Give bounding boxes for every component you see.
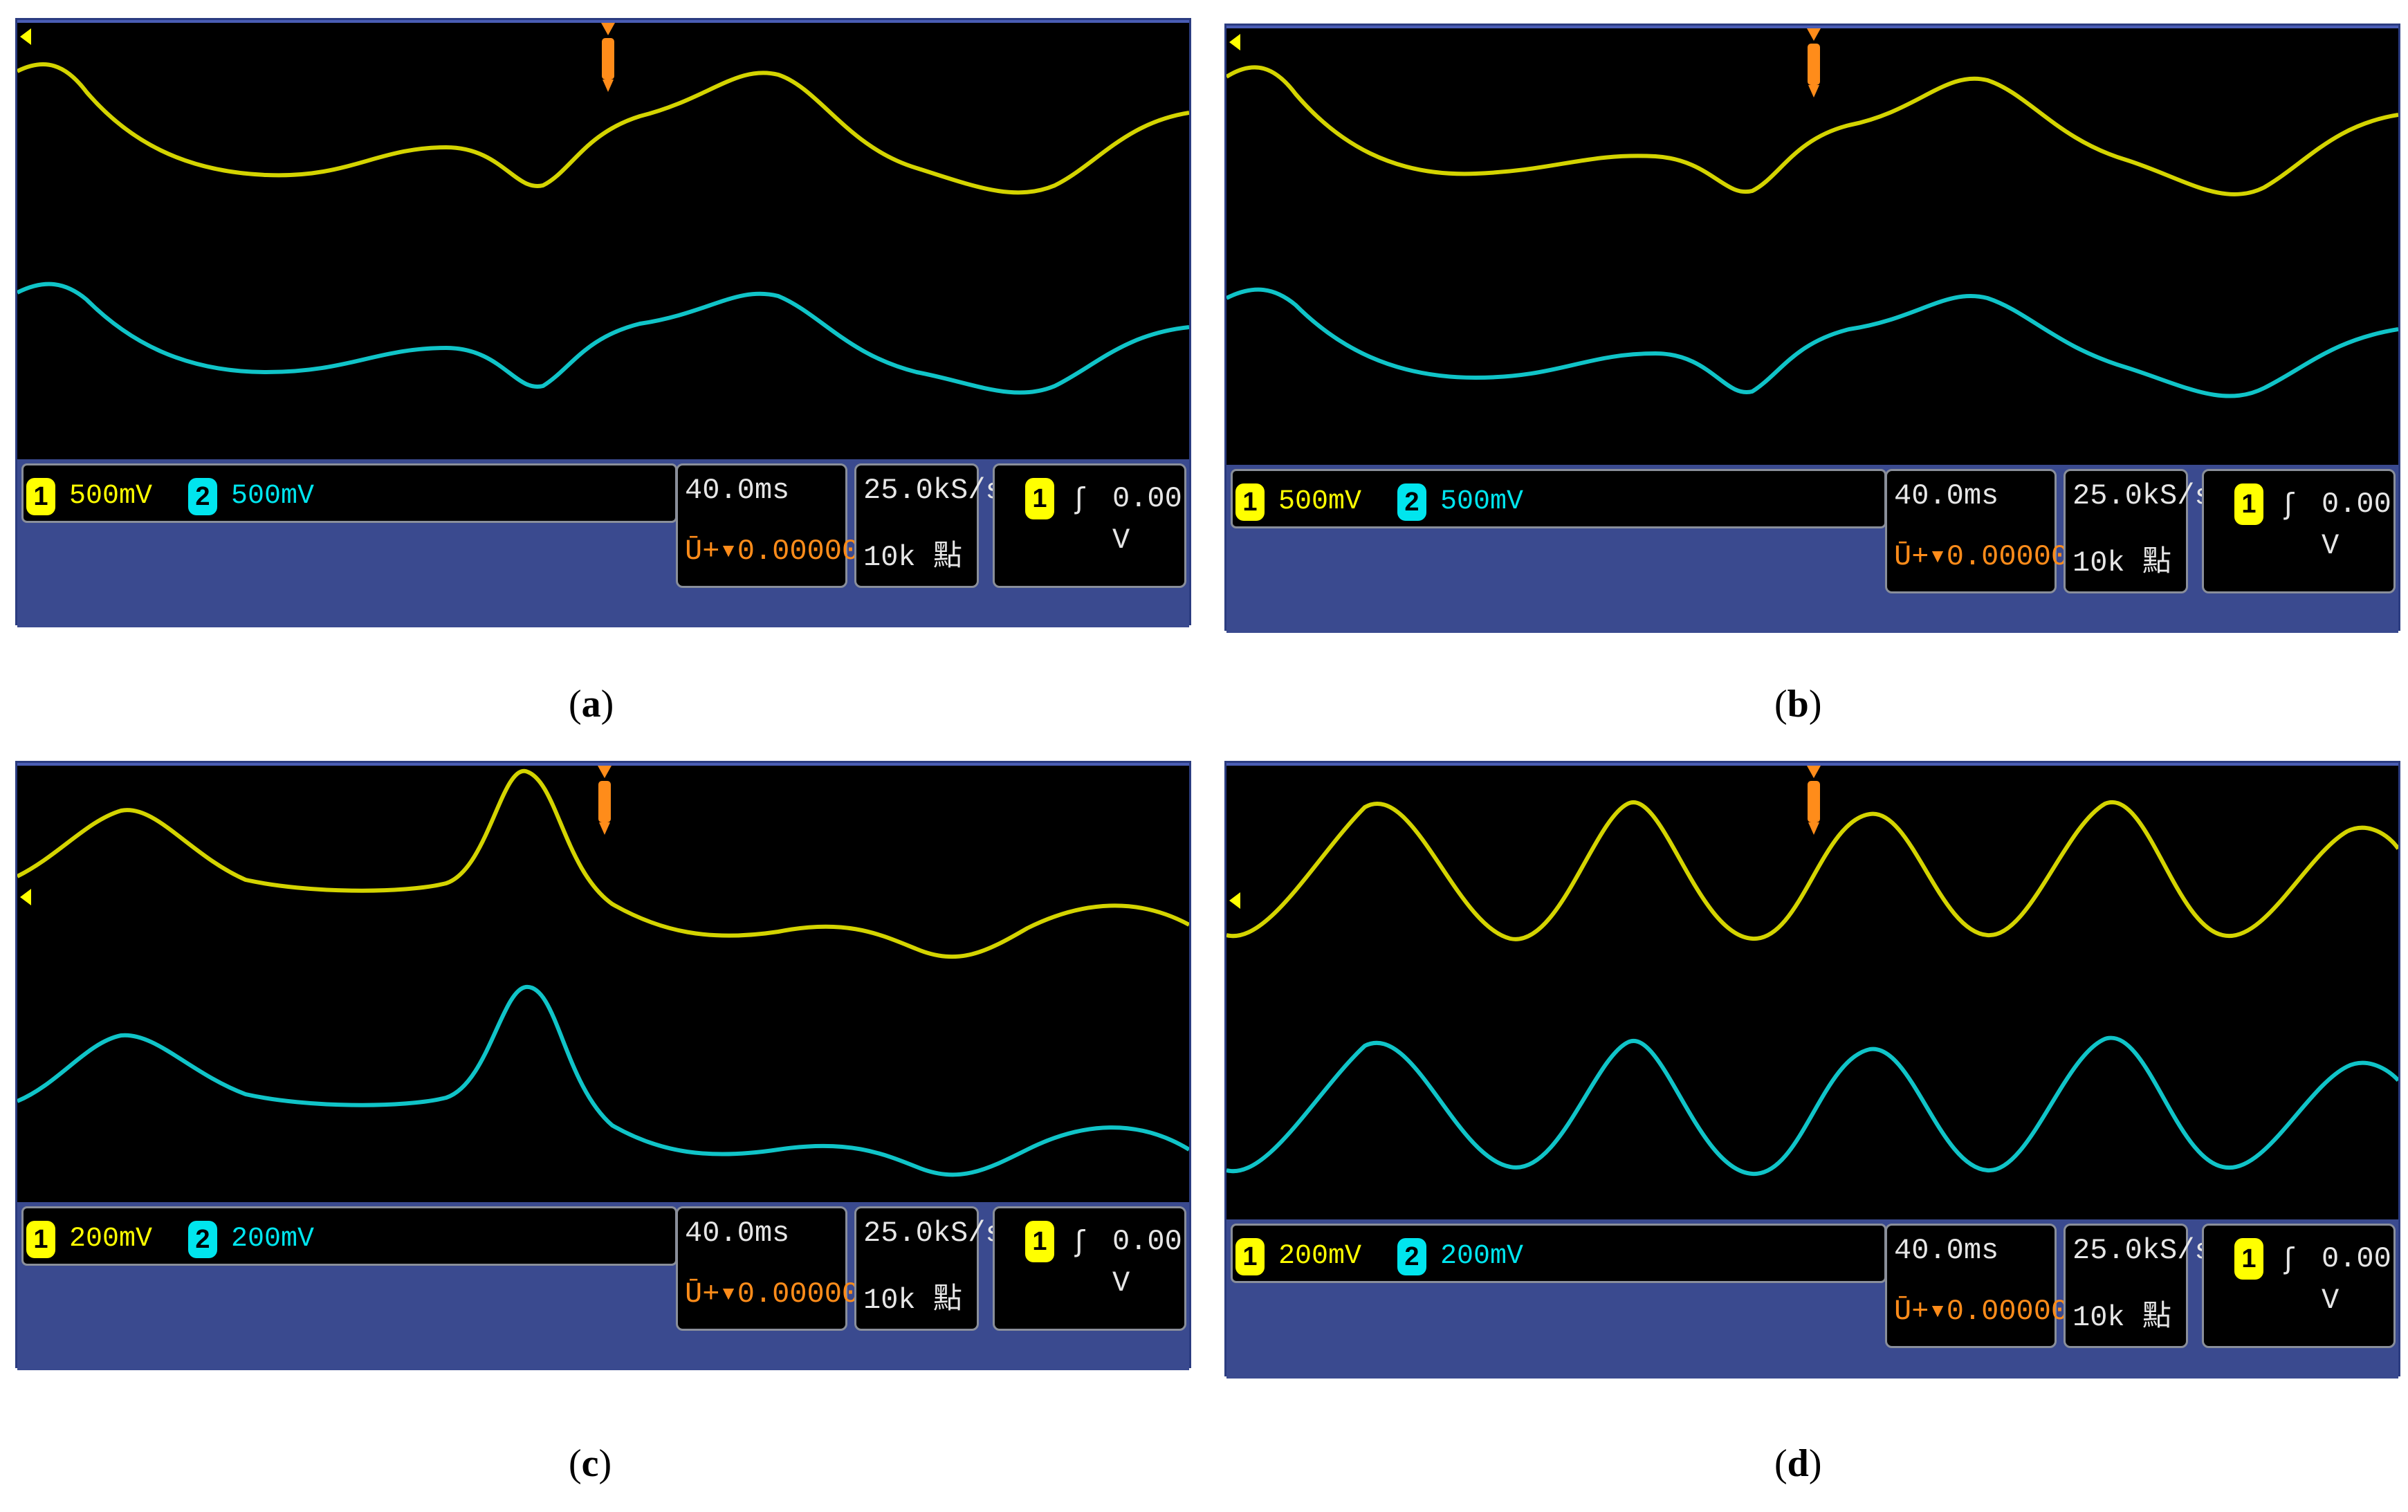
trigger-channel-badge: 1	[2234, 483, 2263, 525]
trigger-position-icon	[1807, 28, 1821, 98]
sample-rate: 25.0kS/s	[863, 1217, 1003, 1250]
timebase-value: 40.0ms	[1894, 479, 1999, 513]
channel-scale-box: 1 200mV 2 200mV	[1231, 1224, 1886, 1283]
ch1-scale: 200mV	[1278, 1241, 1362, 1272]
trigger-delay-icon: Ū	[685, 535, 703, 568]
timebase-box[interactable]: 40.0ms Ū+▾0.00000 s	[676, 463, 894, 588]
ch1-waveform	[17, 768, 1189, 959]
ch1-scale: 200mV	[69, 1224, 153, 1255]
acquisition-box[interactable]: 25.0kS/s 10k 點	[2064, 1224, 2212, 1348]
ch2-badge[interactable]: 2	[1397, 1238, 1426, 1275]
ch1-badge[interactable]: 1	[26, 478, 55, 515]
ch2-waveform	[1226, 287, 2398, 398]
waveform-plot	[17, 62, 1189, 395]
record-length: 10k 點	[2072, 546, 2171, 580]
trigger-level: 0.00 V	[1112, 482, 1182, 557]
oscilloscope-display: 1 200mV 2 200mV 40.0ms Ū+▾0.00000 s 25.0…	[15, 761, 1191, 1370]
trigger-channel-badge: 1	[1025, 1221, 1054, 1262]
record-length: 10k 點	[863, 1284, 962, 1317]
trigger-delay-icon: Ū	[1894, 540, 1912, 573]
oscilloscope-display: 1 500mV 2 500mV 40.0ms Ū+▾0.00000 s 25.0…	[1224, 24, 2400, 633]
channel-scale-box: 1 200mV 2 200mV	[21, 1206, 677, 1266]
ch1-waveform	[1226, 65, 2398, 196]
ch2-scale: 500mV	[1440, 486, 1524, 517]
trigger-level-arrow-icon	[20, 28, 31, 45]
timebase-box[interactable]: 40.0ms Ū+▾0.00000 s	[676, 1206, 894, 1331]
trigger-position-icon	[601, 23, 615, 92]
rising-edge-icon: ʃ	[1075, 1224, 1085, 1258]
trigger-position-icon	[1807, 766, 1821, 835]
record-length: 10k 點	[2072, 1301, 2171, 1334]
ch2-badge[interactable]: 2	[1397, 483, 1426, 521]
channel-scale-box: 1 500mV 2 500mV	[1231, 469, 1886, 528]
ch2-scale: 200mV	[231, 1224, 315, 1255]
ch2-scale: 500mV	[231, 481, 315, 512]
oscilloscope-display: 1 500mV 2 500mV 40.0ms Ū+▾0.00000 s 25.0…	[15, 18, 1191, 627]
oscilloscope-display: 1 200mV 2 200mV 40.0ms Ū+▾0.00000 s 25.0…	[1224, 761, 2400, 1379]
trigger-level: 0.00 V	[2322, 488, 2391, 562]
timebase-box[interactable]: 40.0ms Ū+▾0.00000 s	[1885, 1224, 2104, 1348]
waveform-plot	[1226, 65, 2398, 398]
timebase-value: 40.0ms	[685, 1217, 790, 1250]
waveform-screen	[17, 20, 1189, 459]
trigger-level: 0.00 V	[1112, 1225, 1182, 1300]
trigger-level-arrow-icon	[1229, 892, 1240, 909]
ch1-waveform	[17, 62, 1189, 195]
trigger-channel-badge: 1	[2234, 1238, 2263, 1280]
trigger-level-arrow-icon	[20, 889, 31, 905]
timebase-value: 40.0ms	[685, 474, 790, 507]
rising-edge-icon: ʃ	[2284, 487, 2295, 521]
trigger-box[interactable]: 1 ʃ 0.00 V	[2202, 1224, 2396, 1348]
trigger-box[interactable]: 1 ʃ 0.00 V	[2202, 469, 2396, 593]
status-bar: 1 200mV 2 200mV 40.0ms Ū+▾0.00000 s 25.0…	[17, 1202, 1189, 1370]
sample-rate: 25.0kS/s	[863, 474, 1003, 507]
caption-c: (c)	[569, 1442, 612, 1485]
status-bar: 1 200mV 2 200mV 40.0ms Ū+▾0.00000 s 25.0…	[1226, 1219, 2398, 1379]
trigger-delay-icon: Ū	[1894, 1295, 1912, 1328]
ch2-badge[interactable]: 2	[188, 478, 217, 515]
trigger-level: 0.00 V	[2322, 1242, 2391, 1317]
rising-edge-icon: ʃ	[1075, 481, 1085, 515]
record-length: 10k 點	[863, 541, 962, 574]
trigger-position-icon	[598, 766, 612, 835]
waveform-screen	[17, 763, 1189, 1202]
ch2-badge[interactable]: 2	[188, 1221, 217, 1258]
ch1-badge[interactable]: 1	[26, 1221, 55, 1258]
waveform-screen	[1226, 26, 2398, 465]
acquisition-box[interactable]: 25.0kS/s 10k 點	[854, 463, 1003, 588]
trigger-box[interactable]: 1 ʃ 0.00 V	[993, 463, 1186, 588]
ch1-scale: 500mV	[69, 481, 153, 512]
caption-d: (d)	[1774, 1442, 1822, 1485]
ch1-badge[interactable]: 1	[1235, 483, 1265, 521]
timebase-value: 40.0ms	[1894, 1234, 1999, 1267]
ch1-scale: 500mV	[1278, 486, 1362, 517]
ch2-waveform	[17, 984, 1189, 1177]
trigger-box[interactable]: 1 ʃ 0.00 V	[993, 1206, 1186, 1331]
ch1-waveform	[1226, 800, 2398, 941]
waveform-plot	[17, 768, 1189, 1177]
trigger-delay-icon: Ū	[685, 1278, 703, 1311]
waveform-plot	[1226, 800, 2398, 1177]
rising-edge-icon: ʃ	[2284, 1242, 2295, 1275]
ch2-waveform	[17, 282, 1189, 395]
ch1-badge[interactable]: 1	[1235, 1238, 1265, 1275]
status-bar: 1 500mV 2 500mV 40.0ms Ū+▾0.00000 s 25.0…	[1226, 465, 2398, 633]
caption-a: (a)	[569, 683, 614, 726]
caption-b: (b)	[1774, 683, 1822, 726]
ch2-scale: 200mV	[1440, 1241, 1524, 1272]
channel-scale-box: 1 500mV 2 500mV	[21, 463, 677, 523]
status-bar: 1 500mV 2 500mV 40.0ms Ū+▾0.00000 s 25.0…	[17, 459, 1189, 627]
acquisition-box[interactable]: 25.0kS/s 10k 點	[2064, 469, 2212, 593]
sample-rate: 25.0kS/s	[2072, 1234, 2212, 1267]
acquisition-box[interactable]: 25.0kS/s 10k 點	[854, 1206, 1003, 1331]
waveform-screen	[1226, 763, 2398, 1219]
trigger-channel-badge: 1	[1025, 478, 1054, 519]
ch2-waveform	[1226, 1035, 2398, 1177]
trigger-level-arrow-icon	[1229, 34, 1240, 50]
sample-rate: 25.0kS/s	[2072, 479, 2212, 513]
timebase-box[interactable]: 40.0ms Ū+▾0.00000 s	[1885, 469, 2104, 593]
